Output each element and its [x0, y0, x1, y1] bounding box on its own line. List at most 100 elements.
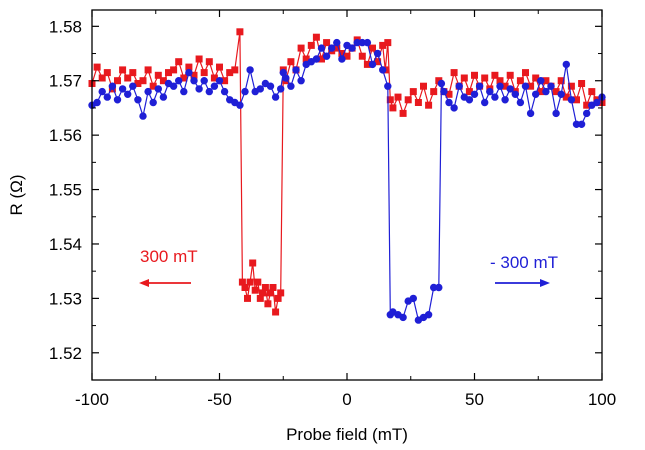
- series-0-point: [165, 69, 172, 77]
- series-layer: [88, 28, 606, 324]
- series-0-point: [578, 80, 586, 87]
- series-1-point: [593, 98, 601, 107]
- series-0-point: [537, 88, 545, 96]
- labels-layer: -100 -50 0 50 100 1.52 1.53 1.54 1.55 1.56 1.57 1.5…: [49, 17, 616, 409]
- series-0-point: [425, 101, 433, 109]
- series-0-point: [103, 69, 111, 77]
- series-1-point: [399, 313, 407, 322]
- series-1-point: [236, 101, 244, 109]
- series-0-point: [394, 93, 402, 101]
- series-1-point: [266, 82, 275, 90]
- series-0-point: [420, 82, 427, 90]
- series-0-point: [491, 71, 499, 79]
- series-1-point: [437, 79, 446, 88]
- series-1-point: [409, 294, 417, 303]
- series-0: [88, 28, 606, 316]
- series-1-point: [445, 98, 453, 107]
- series-0-point: [430, 88, 438, 96]
- series-0-point: [516, 77, 524, 85]
- series-0-point: [287, 58, 295, 66]
- series-1-point: [547, 82, 555, 90]
- series-1-point: [501, 96, 509, 104]
- series-1-point: [557, 90, 565, 99]
- series-1-point: [552, 109, 560, 118]
- series-1-point: [435, 283, 443, 292]
- series-1-point: [338, 55, 346, 63]
- series-0-point: [277, 289, 285, 297]
- series-0-point: [264, 300, 272, 308]
- series-0-point: [190, 71, 198, 79]
- y-tick-label: 1.56: [49, 126, 82, 145]
- series-0-point: [259, 289, 267, 297]
- series-0-point: [205, 58, 213, 66]
- series-1-point: [328, 44, 336, 52]
- series-0-point: [435, 77, 443, 85]
- series-0-point: [267, 289, 274, 297]
- series-1-point: [481, 98, 489, 107]
- series-1-point: [277, 85, 285, 93]
- series-1-point: [185, 68, 193, 77]
- series-0-point: [236, 28, 244, 36]
- series-0-point: [302, 55, 310, 63]
- series-0-point: [254, 278, 262, 286]
- y-tick-label: 1.55: [49, 181, 82, 200]
- series-1-point: [282, 74, 290, 82]
- series-1-point: [287, 82, 295, 90]
- series-0-point: [124, 74, 132, 82]
- series-1-point: [200, 77, 208, 85]
- series-0-point: [307, 41, 315, 49]
- series-1-point: [430, 283, 438, 292]
- series-1-point: [215, 77, 224, 85]
- series-0-point: [399, 109, 407, 117]
- arrow-left-icon: [139, 279, 191, 287]
- annotation-minus-300mT: - 300 mT: [490, 253, 558, 272]
- series-0-point: [389, 104, 397, 112]
- series-1-point: [180, 87, 188, 96]
- series-1-point: [118, 85, 127, 93]
- ticks-layer: [91, 10, 603, 380]
- series-0-point: [573, 96, 580, 104]
- series-1-point: [542, 87, 550, 96]
- series-0-point: [195, 55, 203, 63]
- series-0-point: [149, 82, 157, 90]
- annotation-300mT: 300 mT: [140, 247, 198, 266]
- series-0-point: [460, 74, 468, 82]
- series-1-point: [363, 38, 372, 47]
- series-1-point: [124, 90, 132, 99]
- series-1-point: [195, 85, 203, 93]
- series-1-point: [210, 82, 219, 90]
- series-1-point: [475, 82, 484, 90]
- series-1-point: [139, 112, 147, 120]
- series-1-point: [373, 49, 382, 58]
- series-1-point: [368, 60, 377, 69]
- series-1-point: [292, 66, 300, 74]
- series-0-point: [471, 71, 478, 79]
- series-0-point: [241, 284, 249, 291]
- series-1-point: [113, 96, 122, 104]
- series-0-point: [274, 294, 282, 302]
- series-0-point: [445, 90, 453, 98]
- series-0-point: [343, 52, 351, 60]
- x-tick-label: 50: [465, 390, 484, 409]
- series-1-point: [271, 93, 280, 101]
- series-1-point: [572, 120, 581, 128]
- series-0-point: [527, 82, 535, 90]
- series-0-point: [114, 77, 121, 85]
- y-axis-title: R (Ω): [7, 174, 26, 215]
- series-1-point: [190, 77, 198, 85]
- series-1-point: [297, 77, 305, 85]
- y-tick-label: 1.54: [49, 235, 82, 254]
- series-1-point: [577, 120, 586, 128]
- x-axis-title: Probe field (mT): [286, 425, 408, 444]
- y-tick-label: 1.58: [49, 17, 82, 36]
- series-1-point: [583, 109, 591, 118]
- series-1-point: [144, 87, 152, 96]
- plot-frame: [91, 9, 603, 381]
- series-0-point: [200, 69, 208, 77]
- series-1-point: [154, 85, 162, 93]
- series-1-point: [358, 38, 366, 47]
- series-1-point: [470, 90, 479, 99]
- series-0-point: [98, 74, 106, 82]
- series-1-point: [486, 87, 494, 96]
- series-1-point: [516, 98, 525, 107]
